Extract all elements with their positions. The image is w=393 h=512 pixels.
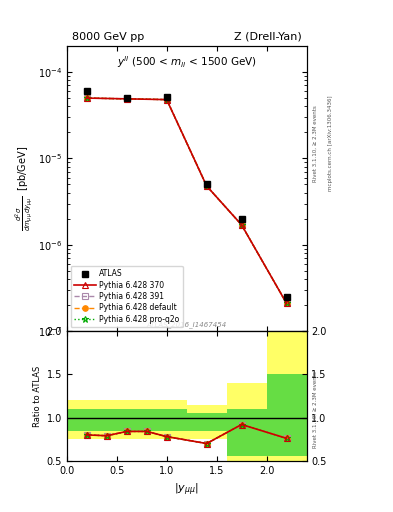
Text: Rivet 3.1.10, ≥ 2.3M events: Rivet 3.1.10, ≥ 2.3M events (312, 371, 318, 448)
Legend: ATLAS, Pythia 6.428 370, Pythia 6.428 391, Pythia 6.428 default, Pythia 6.428 pr: ATLAS, Pythia 6.428 370, Pythia 6.428 39… (71, 266, 183, 327)
Pythia 6.428 391 (164, 97, 169, 103)
Text: Rivet 3.1.10, ≥ 2.3M events: Rivet 3.1.10, ≥ 2.3M events (312, 105, 318, 182)
X-axis label: $|y_{\mu\mu}|$: $|y_{\mu\mu}|$ (174, 481, 199, 498)
Line: ATLAS: ATLAS (83, 88, 290, 301)
Pythia 6.428 pro-q2o (204, 183, 209, 189)
ATLAS (84, 88, 89, 94)
Pythia 6.428 370 (125, 96, 129, 102)
Pythia 6.428 391 (84, 95, 89, 101)
Pythia 6.428 pro-q2o (84, 95, 89, 101)
ATLAS (239, 216, 244, 222)
Text: Z (Drell-Yan): Z (Drell-Yan) (234, 32, 302, 42)
Text: mcplots.cern.ch [arXiv:1306.3436]: mcplots.cern.ch [arXiv:1306.3436] (328, 96, 333, 191)
Pythia 6.428 pro-q2o (239, 222, 244, 228)
ATLAS (204, 181, 209, 187)
Pythia 6.428 370 (84, 95, 89, 101)
Pythia 6.428 370 (239, 222, 244, 228)
Text: ATLAS_2016_I1467454: ATLAS_2016_I1467454 (147, 322, 227, 328)
Pythia 6.428 391 (284, 301, 289, 307)
Text: $y^{ll}$ (500 < $m_{ll}$ < 1500 GeV): $y^{ll}$ (500 < $m_{ll}$ < 1500 GeV) (117, 55, 257, 71)
Pythia 6.428 default (125, 96, 129, 102)
ATLAS (125, 95, 129, 101)
Text: 8000 GeV pp: 8000 GeV pp (72, 32, 144, 42)
Line: Pythia 6.428 370: Pythia 6.428 370 (84, 95, 289, 306)
Pythia 6.428 default (239, 222, 244, 228)
Pythia 6.428 default (84, 95, 89, 101)
ATLAS (164, 94, 169, 100)
Pythia 6.428 default (204, 183, 209, 189)
Line: Pythia 6.428 pro-q2o: Pythia 6.428 pro-q2o (83, 95, 290, 307)
Pythia 6.428 pro-q2o (125, 96, 129, 102)
Y-axis label: Ratio to ATLAS: Ratio to ATLAS (33, 366, 42, 426)
ATLAS (284, 294, 289, 300)
Line: Pythia 6.428 default: Pythia 6.428 default (84, 95, 289, 306)
Pythia 6.428 391 (125, 96, 129, 102)
Y-axis label: $\frac{d^2\sigma}{dm_{\mu\mu}\,dy_{\mu\mu}}$  [pb/GeV]: $\frac{d^2\sigma}{dm_{\mu\mu}\,dy_{\mu\m… (13, 146, 35, 231)
Pythia 6.428 pro-q2o (164, 97, 169, 103)
Pythia 6.428 391 (239, 222, 244, 228)
Pythia 6.428 391 (204, 183, 209, 189)
Pythia 6.428 pro-q2o (284, 301, 289, 307)
Pythia 6.428 370 (164, 97, 169, 103)
Pythia 6.428 370 (204, 183, 209, 189)
Pythia 6.428 default (284, 301, 289, 307)
Pythia 6.428 default (164, 97, 169, 103)
Pythia 6.428 370 (284, 301, 289, 307)
Line: Pythia 6.428 391: Pythia 6.428 391 (84, 95, 289, 306)
